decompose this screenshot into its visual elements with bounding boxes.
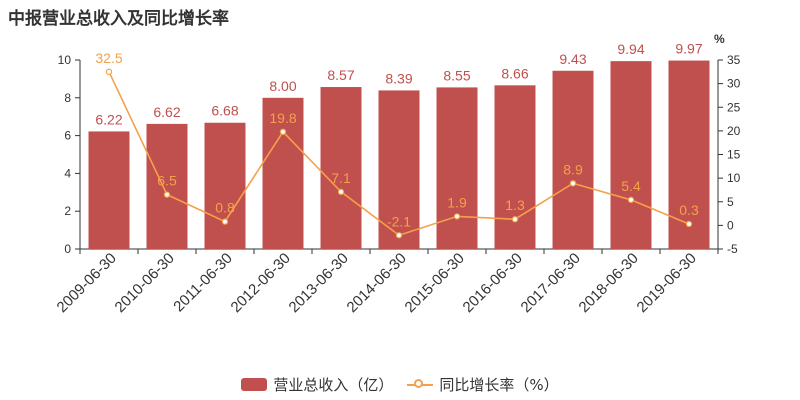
line-label: 0.3	[679, 202, 699, 218]
legend-line-swatch	[407, 378, 434, 391]
bar-label: 6.22	[95, 111, 122, 127]
line-label: -2.1	[387, 213, 411, 229]
bar	[320, 87, 362, 249]
x-tick-label: 2013-06-30	[286, 250, 352, 316]
bar	[610, 61, 652, 249]
bar	[552, 70, 594, 249]
line-label: 7.1	[331, 170, 351, 186]
legend-label-growth: 同比增长率（%）	[439, 376, 559, 394]
y-right-tick-label: 5	[727, 195, 734, 209]
y-right-tick-label: -5	[727, 242, 738, 256]
bar	[378, 90, 420, 249]
bar-label: 6.68	[211, 103, 238, 119]
line-point	[685, 220, 693, 228]
y-left-tick-label: 4	[64, 166, 71, 180]
x-tick-label: 2018-06-30	[576, 250, 642, 316]
legend-item-growth[interactable]: 同比增长率（%）	[407, 374, 559, 395]
bar	[668, 60, 710, 249]
y-right-tick-label: 30	[727, 77, 741, 91]
y-right-tick-label: 25	[727, 100, 741, 114]
y-left-tick-label: 0	[64, 242, 71, 256]
bar	[494, 85, 536, 250]
bar-label: 8.00	[269, 78, 296, 94]
line-point	[453, 213, 461, 220]
x-tick-label: 2011-06-30	[170, 250, 235, 315]
line-label: 0.8	[215, 200, 235, 216]
bar	[88, 131, 130, 249]
chart-title: 中报营业总收入及同比增长率	[8, 9, 229, 29]
line-point	[627, 196, 635, 204]
bar	[436, 87, 478, 249]
bar-label: 8.39	[385, 70, 412, 86]
x-tick-label: 2015-06-30	[402, 250, 468, 316]
line-point	[337, 188, 345, 196]
y-left-tick-label: 2	[64, 204, 71, 218]
legend-item-revenue[interactable]: 营业总收入（亿）	[241, 374, 393, 395]
x-tick-label: 2017-06-30	[518, 250, 584, 316]
legend-bar-swatch	[241, 378, 268, 391]
bar-label: 8.66	[501, 65, 528, 81]
bar	[146, 123, 188, 249]
line-label: 5.4	[621, 178, 641, 194]
y-right-unit: %	[714, 32, 725, 46]
line-label: 32.5	[95, 50, 122, 66]
y-right-tick-label: 15	[727, 148, 741, 162]
line-point	[569, 180, 577, 187]
x-tick-label: 2014-06-30	[344, 250, 410, 316]
x-tick-label: 2019-06-30	[634, 250, 700, 316]
y-right-tick-label: 20	[727, 124, 741, 138]
y-right-tick-label: 35	[727, 53, 741, 67]
bar	[204, 122, 246, 249]
line-label: 19.8	[269, 110, 296, 126]
bar-label: 9.94	[617, 41, 644, 57]
y-left-tick-label: 6	[64, 129, 71, 143]
line-point	[511, 216, 519, 223]
line-point	[105, 68, 113, 76]
bar-label: 9.97	[675, 41, 702, 57]
line-point	[395, 232, 403, 239]
line-label: 1.9	[447, 194, 467, 210]
x-tick-label: 2016-06-30	[460, 250, 526, 316]
bar-label: 9.43	[559, 51, 586, 67]
x-tick-label: 2012-06-30	[228, 250, 294, 316]
line-label: 1.3	[505, 197, 525, 213]
line-label: 8.9	[563, 161, 583, 177]
legend: 营业总收入（亿） 同比增长率（%）	[0, 374, 800, 395]
x-tick-label: 2010-06-30	[112, 250, 178, 316]
bar	[262, 97, 304, 249]
line-point	[221, 218, 229, 225]
line-point	[279, 128, 287, 136]
bar-label: 8.55	[443, 67, 470, 83]
line-point	[163, 191, 171, 198]
bar-label: 6.62	[153, 104, 180, 120]
line-label: 6.5	[157, 173, 177, 189]
y-left-tick-label: 10	[58, 53, 72, 67]
legend-label-revenue: 营业总收入（亿）	[273, 376, 394, 394]
x-tick-label: 2009-06-30	[54, 250, 120, 316]
bar-label: 8.57	[327, 67, 354, 83]
y-left-tick-label: 8	[64, 91, 71, 105]
y-right-tick-label: 10	[727, 171, 741, 185]
y-right-tick-label: 0	[727, 218, 734, 232]
